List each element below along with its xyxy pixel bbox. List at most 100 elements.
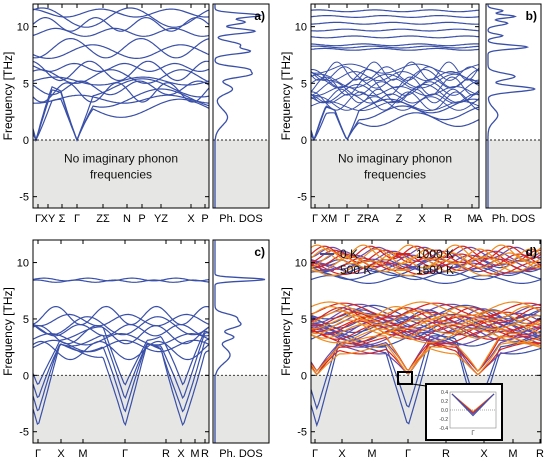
phonon-band-1000K (310, 257, 542, 271)
phonon-band (32, 339, 210, 353)
y-tick-label: 5 (301, 78, 307, 90)
phonon-band (32, 313, 210, 327)
x-tick-label: Z (396, 213, 403, 225)
phonon-band (32, 80, 210, 96)
x-tick-label: Γ (312, 213, 318, 225)
y-tick-label: -5 (297, 427, 307, 439)
dos-label: Ph. DOS (492, 213, 535, 225)
phonon-band-500K (310, 258, 542, 270)
phonon-band (32, 8, 210, 18)
y-tick-label: 0 (301, 370, 307, 382)
phonon-band (311, 28, 480, 32)
x-tick-label: P (201, 213, 208, 225)
no-imaginary-note-2: frequencies (90, 168, 152, 182)
y-axis-label: Frequency [THz] (1, 287, 15, 376)
phonon-band (32, 331, 210, 400)
phonon-band (310, 105, 480, 141)
no-imaginary-note-2: frequencies (364, 168, 426, 182)
panel-label: c) (254, 245, 265, 259)
y-tick-label: -5 (19, 192, 29, 204)
phonon-band-1500K (310, 342, 542, 376)
phonon-band (310, 45, 480, 49)
dos-panel-a (212, 3, 270, 209)
y-tick-label: 10 (17, 22, 29, 34)
zoom-connector (411, 383, 427, 387)
phonon-band-1500K (310, 301, 542, 317)
x-tick-label: A (475, 213, 483, 225)
legend-label: 1000 K (416, 247, 454, 261)
x-tick-label: ZΣ (96, 213, 110, 225)
legend-label: 1500 K (416, 263, 454, 277)
phonon-band (32, 305, 210, 326)
y-tick-label: 5 (23, 314, 29, 326)
dos-curve (214, 4, 263, 208)
x-tick-label: R (536, 448, 544, 460)
phonon-band (310, 81, 480, 96)
inset-x-tick-label: Γ (471, 431, 475, 437)
phonon-band (310, 96, 480, 111)
x-tick-label: Γ (344, 213, 350, 225)
phonon-band (32, 277, 210, 282)
phonon-band (310, 93, 480, 104)
dos-label: Ph. DOS (219, 448, 262, 460)
phonon-band (32, 62, 210, 72)
phonon-band (310, 98, 480, 142)
x-tick-label: Σ (59, 213, 66, 225)
y-tick-label: 10 (17, 258, 29, 270)
phonon-band (310, 15, 480, 18)
legend-label: 0 K (340, 247, 358, 261)
phonon-band (32, 98, 210, 142)
phonon-band-1500K (310, 260, 542, 277)
phonon-band (311, 43, 480, 47)
x-tick-label: Γ (74, 213, 80, 225)
no-imaginary-note: No imaginary phonon (64, 152, 178, 166)
phonon-band-1500K (310, 305, 542, 321)
x-tick-label: Γ (35, 213, 41, 225)
inset-frame (425, 383, 503, 441)
y-axis-label: Frequency [THz] (279, 52, 293, 141)
x-tick-label: YZ (154, 213, 168, 225)
x-tick-label: X (57, 448, 65, 460)
x-tick-label: M (508, 448, 517, 460)
phonon-band (310, 76, 480, 96)
inset-y-tick-label: 0.0 (441, 408, 448, 414)
phonon-band (310, 84, 480, 104)
phonon-band (310, 73, 480, 89)
phonon-band (32, 340, 210, 361)
phonon-band (32, 94, 210, 104)
phonon-band-500K (310, 246, 542, 259)
x-tick-label: R (162, 448, 170, 460)
x-tick-label: Γ (122, 448, 128, 460)
phonon-band-1500K (310, 310, 542, 326)
phonon-band (310, 61, 480, 81)
phonon-band (310, 112, 480, 141)
shaded-negative-region-dos (213, 140, 269, 208)
phonon-band (32, 82, 210, 103)
phonon-band (32, 27, 210, 37)
phonon-band-1000K (310, 335, 542, 373)
y-tick-label: 0 (23, 135, 29, 147)
inset-y-tick-label: 0.2 (441, 399, 448, 405)
dos-curve (214, 240, 266, 443)
y-tick-label: -5 (19, 427, 29, 439)
x-tick-label: Γ (312, 448, 318, 460)
phonon-band-1500K (310, 256, 542, 273)
x-tick-label: X (187, 213, 195, 225)
band-panel-d (310, 239, 542, 444)
phonon-band-1000K (310, 329, 542, 345)
x-tick-label: ZRA (357, 213, 380, 225)
phonon-band-1500K (310, 328, 542, 344)
phonon-band (310, 47, 480, 51)
phonon-band (32, 60, 210, 82)
inset-y-tick-label: -0.4 (439, 426, 448, 432)
shaded-negative-region (33, 140, 209, 208)
shaded-negative-region-dos (486, 140, 541, 208)
x-tick-label: M (467, 213, 476, 225)
x-tick-label: M (367, 448, 376, 460)
inset-y-tick-label: 0.4 (441, 390, 448, 396)
phonon-band (310, 63, 480, 74)
x-tick-label: R (442, 448, 450, 460)
phonon-band-1000K (310, 302, 542, 318)
x-tick-label: Γ (405, 448, 411, 460)
phonon-band-1500K (310, 244, 542, 261)
